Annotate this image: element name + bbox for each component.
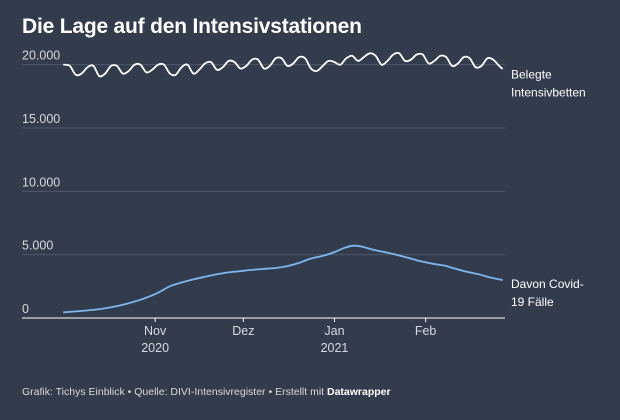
y-tick-label: 5.000 xyxy=(22,239,53,253)
series-label: Intensivbetten xyxy=(511,85,586,99)
y-tick-label: 20.000 xyxy=(22,49,60,63)
series-lines xyxy=(63,51,503,314)
chart-footer: Grafik: Tichys Einblick • Quelle: DIVI-I… xyxy=(22,386,391,398)
x-tick-label: Dez xyxy=(232,324,254,338)
y-tick-label: 15.000 xyxy=(22,112,60,126)
series-label: Belegte xyxy=(511,67,552,81)
series-labels: Belegte Intensivbetten Davon Covid- 19 Fäll… xyxy=(511,67,586,309)
x-tick-label: Feb xyxy=(415,324,437,338)
x-tick-sublabel: 2020 xyxy=(141,341,169,355)
series-label: Davon Covid- xyxy=(511,277,584,291)
footer-quelle-label: Quelle: xyxy=(134,386,168,398)
x-axis-labels: Nov 2020 Dez Jan 2021 Feb xyxy=(141,318,436,355)
chart-title: Die Lage auf den Intensivstationen xyxy=(22,15,362,38)
y-tick-label: 0 xyxy=(22,302,29,316)
y-tick-label: 10.000 xyxy=(22,175,60,189)
footer-datawrapper-link[interactable]: Datawrapper xyxy=(327,386,391,398)
footer-separator: • xyxy=(265,386,276,398)
x-tick-label: Jan xyxy=(324,324,344,338)
footer-separator: • xyxy=(124,386,135,398)
footer-erstellt-label: Erstellt mit xyxy=(275,386,325,398)
series-line-belegte-intensivbetten xyxy=(63,51,503,78)
y-axis-labels: 0 5.000 10.000 15.000 20.000 xyxy=(22,49,60,316)
footer-quelle-value: DIVI-Intensivregister xyxy=(170,386,266,398)
x-tick-label: Nov xyxy=(144,324,167,338)
series-label: 19 Fälle xyxy=(511,295,554,309)
series-line-covid-19 xyxy=(63,244,503,314)
x-tick-sublabel: 2021 xyxy=(321,341,349,355)
grid-lines xyxy=(22,64,505,319)
footer-grafik-value: Tichys Einblick xyxy=(55,386,125,398)
footer-grafik-label: Grafik: xyxy=(22,386,53,398)
